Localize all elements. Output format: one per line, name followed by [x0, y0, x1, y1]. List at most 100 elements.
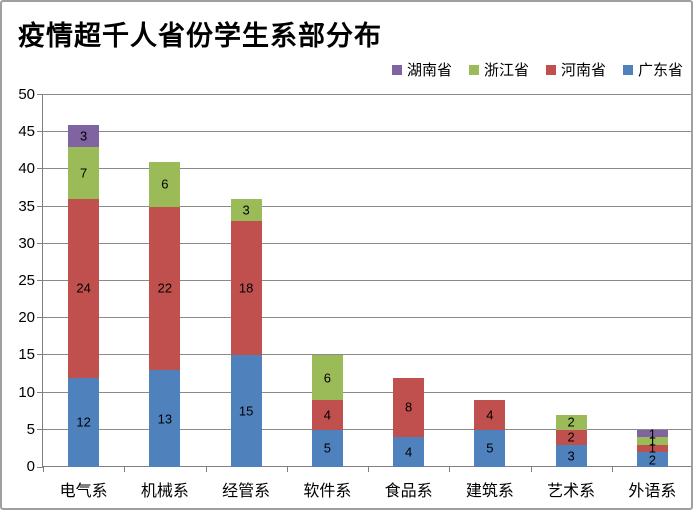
bar-segment-浙江省 [311, 355, 343, 401]
legend-item: 广东省 [622, 59, 683, 80]
gridline [43, 280, 691, 281]
chart-title: 疫情超千人省份学生系部分布 [18, 21, 382, 51]
y-axis-label: 0 [26, 458, 35, 475]
y-axis-tick [37, 131, 43, 133]
bar-segment-湖南省 [636, 429, 668, 438]
bar-data-label: 6 [323, 370, 331, 386]
y-axis-label: 20 [18, 309, 35, 327]
legend-swatch [622, 64, 633, 75]
legend-item: 河南省 [545, 59, 606, 80]
x-axis-tick [611, 467, 613, 472]
bar-segment-河南省 [230, 221, 262, 356]
bar-data-label: 3 [567, 448, 575, 464]
bar-data-label: 6 [161, 176, 169, 192]
bar-data-label: 1 [648, 433, 656, 449]
legend: 湖南省 浙江省 河南省 广东省 [391, 59, 683, 80]
legend-label: 浙江省 [483, 62, 529, 79]
bar-data-label: 22 [157, 280, 173, 296]
bar-segment-浙江省 [68, 147, 100, 200]
gridline [43, 168, 691, 170]
bar-data-label: 5 [323, 440, 331, 456]
y-axis-tick [37, 280, 43, 281]
bar-data-label: 4 [405, 444, 413, 460]
bar-data-label: 1 [648, 440, 656, 456]
bar-segment-广东省 [393, 437, 425, 467]
bar-segment-广东省 [311, 429, 343, 467]
x-axis-label: 食品系 [384, 483, 433, 500]
x-axis-tick [368, 467, 369, 472]
x-axis-tick [286, 467, 288, 472]
y-axis-tick [37, 94, 43, 95]
bar-data-label: 13 [157, 411, 173, 427]
y-axis-label: 10 [18, 383, 35, 401]
legend-swatch [468, 64, 479, 75]
y-axis-tick [37, 317, 43, 319]
bar-segment-广东省 [474, 429, 506, 467]
y-axis-tick [37, 467, 43, 468]
y-axis-tick [37, 391, 43, 393]
x-axis-label: 经管系 [222, 483, 271, 500]
legend-label: 湖南省 [406, 62, 452, 79]
gridline [43, 428, 691, 430]
gridline [43, 131, 691, 133]
legend-label: 河南省 [560, 62, 606, 79]
bar-data-label: 24 [76, 280, 91, 296]
legend-label: 广东省 [637, 62, 683, 79]
bar-segment-浙江省 [555, 414, 587, 430]
gridline [43, 205, 691, 207]
x-axis-label: 艺术系 [547, 483, 596, 500]
x-axis-label: 外语系 [628, 483, 677, 500]
legend-item: 湖南省 [391, 59, 452, 80]
gridline [43, 94, 691, 95]
y-axis-label: 45 [18, 123, 35, 141]
bar-segment-湖南省 [68, 124, 100, 148]
x-axis-label: 电气系 [59, 483, 108, 500]
legend-item: 浙江省 [468, 59, 529, 80]
bar-segment-广东省 [68, 377, 100, 467]
x-axis-tick [449, 467, 451, 472]
bar-segment-浙江省 [636, 437, 668, 445]
bar-segment-浙江省 [149, 161, 181, 207]
bar-segment-河南省 [149, 206, 181, 371]
gridline [43, 242, 691, 244]
bar-segment-广东省 [149, 370, 181, 467]
x-axis-tick [43, 467, 44, 472]
y-axis-tick [37, 428, 43, 430]
bar-segment-广东省 [230, 355, 262, 467]
bar-data-label: 5 [486, 440, 494, 456]
legend-swatch [545, 64, 556, 75]
bar-segment-河南省 [555, 429, 587, 445]
y-axis-tick [37, 205, 43, 207]
y-axis-label: 25 [18, 272, 35, 289]
legend-swatch [391, 64, 402, 75]
y-axis-tick [37, 242, 43, 244]
bar-data-label: 7 [80, 165, 88, 181]
gridline [43, 354, 691, 356]
bar-segment-广东省 [636, 452, 668, 467]
x-axis-label: 软件系 [303, 483, 352, 500]
gridline [43, 391, 691, 393]
y-axis-tick [37, 168, 43, 170]
bar-data-label: 2 [567, 414, 575, 430]
bar-data-label: 8 [405, 399, 413, 415]
bar-data-label: 15 [238, 403, 254, 419]
bar-data-label: 4 [486, 407, 494, 423]
bar-data-label: 4 [323, 407, 331, 423]
x-axis-label: 机械系 [140, 483, 189, 500]
bar-data-label: 2 [567, 429, 575, 445]
bar-data-label: 12 [76, 414, 91, 430]
y-axis-label: 50 [18, 86, 35, 103]
plot-area: 0 5 10 15 20 25 30 35 40 45 50 12 24 7 3 电气系 13 22 6 机械系 15 1… [18, 87, 691, 500]
y-axis-label: 40 [18, 160, 35, 178]
bar-segment-河南省 [636, 444, 668, 453]
bar-data-label: 3 [242, 202, 250, 218]
bar-segment-河南省 [311, 400, 343, 430]
bar-data-label: 1 [648, 426, 656, 442]
y-axis-label: 5 [26, 420, 35, 438]
bar-segment-浙江省 [230, 199, 262, 222]
y-axis-label: 35 [18, 197, 35, 215]
x-axis-tick [205, 467, 207, 472]
y-axis-tick [37, 354, 43, 356]
bar-segment-广东省 [555, 444, 587, 467]
